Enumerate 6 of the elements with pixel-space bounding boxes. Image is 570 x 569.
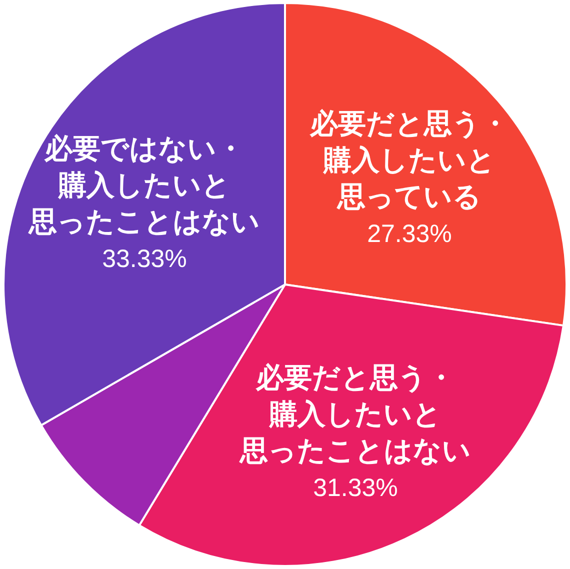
slice-label: 必要ではない・購入したいと思ったことはない: [28, 133, 260, 237]
data-label: 33.33%: [102, 245, 187, 274]
data-label: 27.33%: [367, 220, 452, 248]
data-label: 31.33%: [313, 474, 398, 502]
slice-label: 必要だと思う・購入したいと思ったことはない: [239, 362, 471, 466]
slice-label: 必要だと思う・購入したいと思っている: [309, 108, 509, 212]
